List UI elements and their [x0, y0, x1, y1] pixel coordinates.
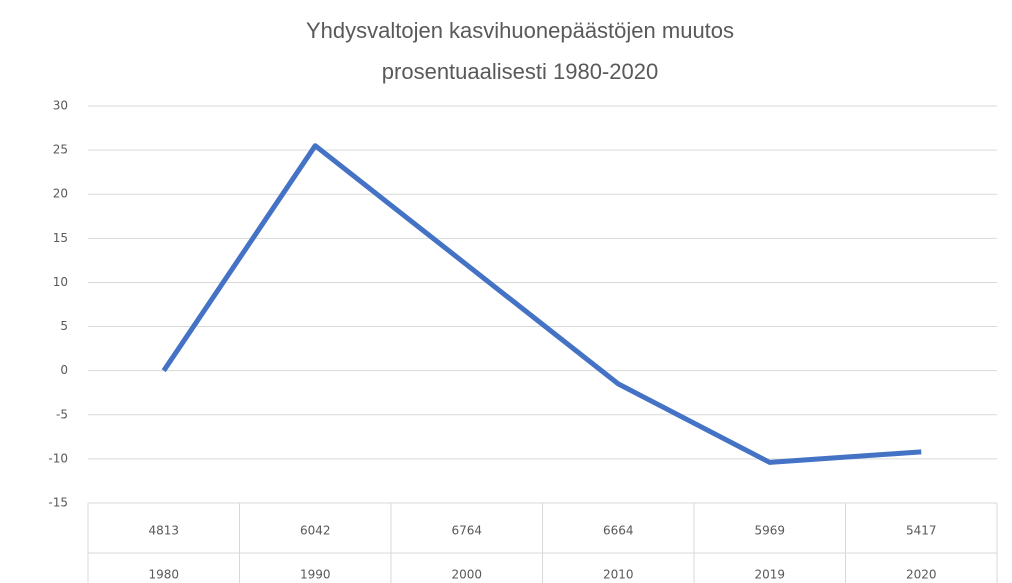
- y-tick-label: -5: [56, 407, 68, 421]
- x-tick-label: 1990: [300, 568, 331, 582]
- x-tick-label: 2019: [754, 568, 785, 582]
- y-tick-label: 0: [60, 363, 68, 377]
- x-sub-label: 6664: [603, 524, 634, 538]
- line-series: [161, 143, 922, 465]
- y-tick-label: 30: [53, 99, 68, 113]
- x-sub-label: 4813: [148, 524, 179, 538]
- y-tick-label: -15: [48, 496, 68, 510]
- x-tick-label: 2010: [603, 568, 634, 582]
- x-sub-label: 5417: [906, 524, 937, 538]
- y-tick-label: 25: [53, 143, 68, 157]
- x-sub-label: 6764: [451, 524, 482, 538]
- y-tick-label: -10: [48, 451, 68, 465]
- chart-title: Yhdysvaltojen kasvihuonepäästöjen muutos: [306, 18, 734, 43]
- x-sub-label: 6042: [300, 524, 331, 538]
- y-tick-label: 15: [53, 231, 68, 245]
- x-tick-label: 2020: [906, 568, 937, 582]
- y-tick-label: 10: [53, 275, 68, 289]
- y-tick-label: 5: [60, 319, 68, 333]
- x-tick-label: 1980: [148, 568, 179, 582]
- y-tick-label: 20: [53, 187, 68, 201]
- x-tick-label: 2000: [451, 568, 482, 582]
- chart-title: prosentuaalisesti 1980-2020: [382, 59, 658, 84]
- x-sub-label: 5969: [754, 524, 785, 538]
